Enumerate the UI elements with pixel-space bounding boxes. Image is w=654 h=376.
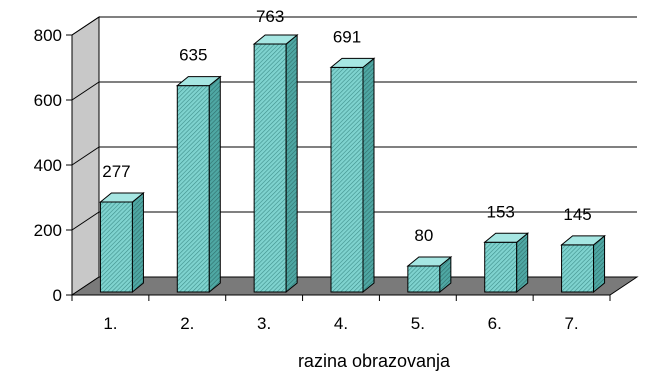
bar: [252, 33, 299, 294]
bar: [175, 75, 222, 294]
y-tick-label: 400: [34, 156, 62, 175]
bar: [329, 57, 376, 294]
bar-top: [406, 256, 453, 267]
data-labels: 277 635 763 691 80 153 145: [102, 7, 592, 245]
bar-top: [99, 192, 145, 203]
x-tick-label: 1.: [103, 314, 117, 333]
bar-side: [208, 75, 221, 294]
bar: [99, 191, 145, 294]
data-label: 691: [333, 27, 361, 46]
bars: [99, 33, 606, 294]
bar-front: [330, 66, 364, 293]
x-tick-label: 3.: [257, 314, 271, 333]
data-label: 277: [102, 162, 130, 181]
y-tick-label: 200: [34, 221, 62, 240]
x-tick-label: 5.: [411, 314, 425, 333]
bar-side: [593, 234, 606, 294]
x-tick-label: 2.: [180, 314, 194, 333]
bar-front: [484, 241, 518, 293]
axes: 0 200 400 600 800 1. 2. 3. 4. 5. 6. 7.: [34, 26, 611, 333]
data-label: 635: [179, 46, 207, 65]
bar-front: [253, 43, 287, 293]
y-tick-label: 0: [53, 286, 62, 305]
data-label: 145: [563, 205, 591, 224]
data-label: 153: [487, 202, 515, 221]
bar-front: [99, 201, 133, 293]
x-tick-label: 7.: [564, 314, 578, 333]
gridline-side: [71, 16, 100, 36]
y-tick-label: 800: [34, 26, 62, 45]
y-tick-label: 600: [34, 91, 62, 110]
bar-top: [329, 57, 376, 68]
bar-side: [362, 57, 375, 294]
bar: [406, 255, 453, 294]
gridline-side: [71, 146, 100, 166]
bar-side: [131, 191, 144, 294]
bar-front: [176, 85, 210, 293]
bar-side: [516, 232, 529, 294]
data-label: 80: [414, 226, 433, 245]
bar-front: [407, 265, 441, 293]
bar-top: [175, 76, 222, 87]
bar-top: [252, 34, 299, 45]
bar-top: [483, 232, 530, 243]
gridline-side: [71, 211, 100, 231]
bar: [560, 234, 606, 294]
bar-top: [560, 235, 606, 246]
bar: [483, 232, 530, 294]
bar-side: [285, 33, 298, 294]
gridline-side: [71, 81, 100, 101]
data-label: 763: [256, 7, 284, 26]
bar-front: [561, 244, 595, 293]
x-axis-title: razina obrazovanja: [298, 351, 451, 371]
x-tick-label: 6.: [488, 314, 502, 333]
x-tick-label: 4.: [334, 314, 348, 333]
